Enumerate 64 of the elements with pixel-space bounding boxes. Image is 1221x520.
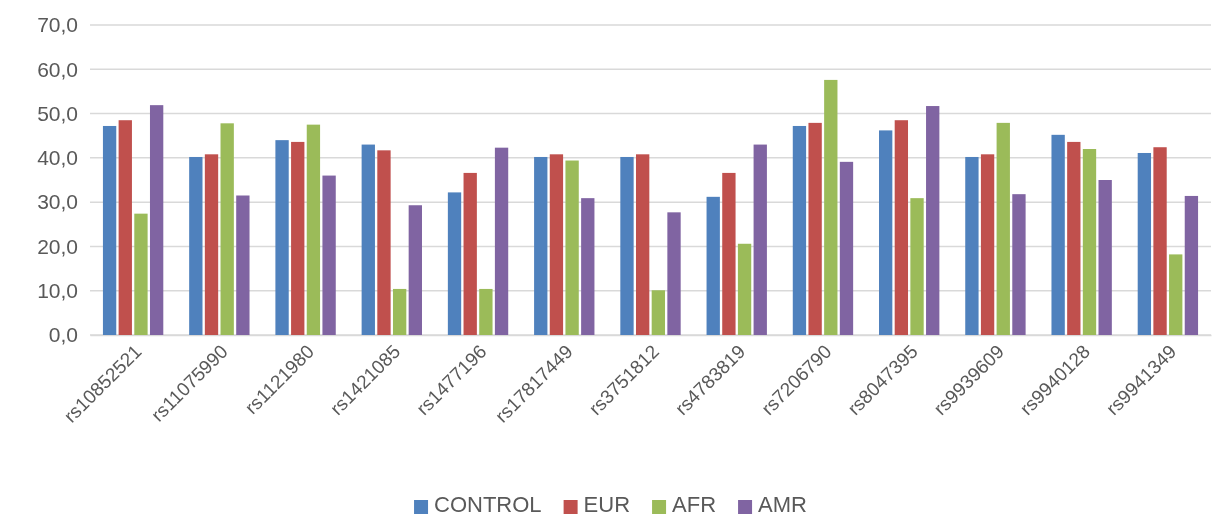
bar [306, 124, 321, 335]
bar [377, 150, 391, 335]
bar [479, 288, 493, 335]
bar [463, 172, 477, 335]
bar [1012, 194, 1026, 335]
y-tick-label: 20,0 [37, 234, 78, 258]
bar [447, 192, 462, 335]
bar [204, 154, 219, 335]
y-tick-label: 30,0 [37, 190, 78, 214]
legend-label: AFR [672, 492, 717, 517]
bar [220, 123, 234, 335]
bar [1169, 254, 1183, 335]
bar [581, 198, 595, 335]
bar [565, 160, 579, 335]
y-tick-label: 50,0 [37, 101, 78, 125]
bar [1067, 141, 1081, 335]
y-tick-label: 10,0 [37, 278, 78, 302]
bar [753, 144, 767, 335]
bar [322, 175, 336, 335]
bar [706, 196, 720, 335]
y-tick-label: 70,0 [37, 13, 78, 37]
bar [1184, 195, 1199, 335]
bar [620, 156, 634, 335]
bar [792, 125, 807, 335]
legend-label: EUR [583, 492, 631, 517]
y-tick-label: 40,0 [37, 146, 78, 170]
y-tick-label: 60,0 [37, 57, 78, 81]
bar [926, 106, 940, 335]
bar [408, 205, 422, 335]
bar [737, 243, 752, 335]
y-tick-label: 0,0 [48, 323, 78, 347]
bar [910, 198, 924, 335]
bar [134, 213, 148, 335]
bar [1082, 149, 1097, 335]
bar [494, 147, 509, 335]
bar [722, 172, 736, 335]
bar [1153, 147, 1167, 335]
bar [1051, 134, 1065, 335]
bar [534, 156, 548, 335]
bar [636, 154, 650, 335]
legend-label: CONTROL [434, 492, 542, 517]
bar [824, 79, 838, 335]
bar [549, 154, 564, 335]
bar [291, 141, 305, 335]
bar [236, 195, 250, 335]
legend-label: AMR [758, 492, 807, 517]
bar [189, 156, 203, 335]
bar [1098, 180, 1112, 335]
bar [149, 105, 164, 335]
bar [118, 120, 132, 335]
bar [392, 288, 407, 335]
bar [980, 154, 995, 335]
bar [667, 212, 681, 335]
bar [275, 140, 289, 335]
bar [894, 120, 909, 335]
bar [102, 125, 117, 335]
bar [1137, 152, 1152, 335]
bar [965, 156, 979, 335]
bar [361, 144, 375, 335]
bar [996, 122, 1010, 335]
bar [808, 122, 822, 335]
bar [651, 290, 665, 335]
bar [839, 161, 854, 335]
bar [879, 130, 893, 335]
